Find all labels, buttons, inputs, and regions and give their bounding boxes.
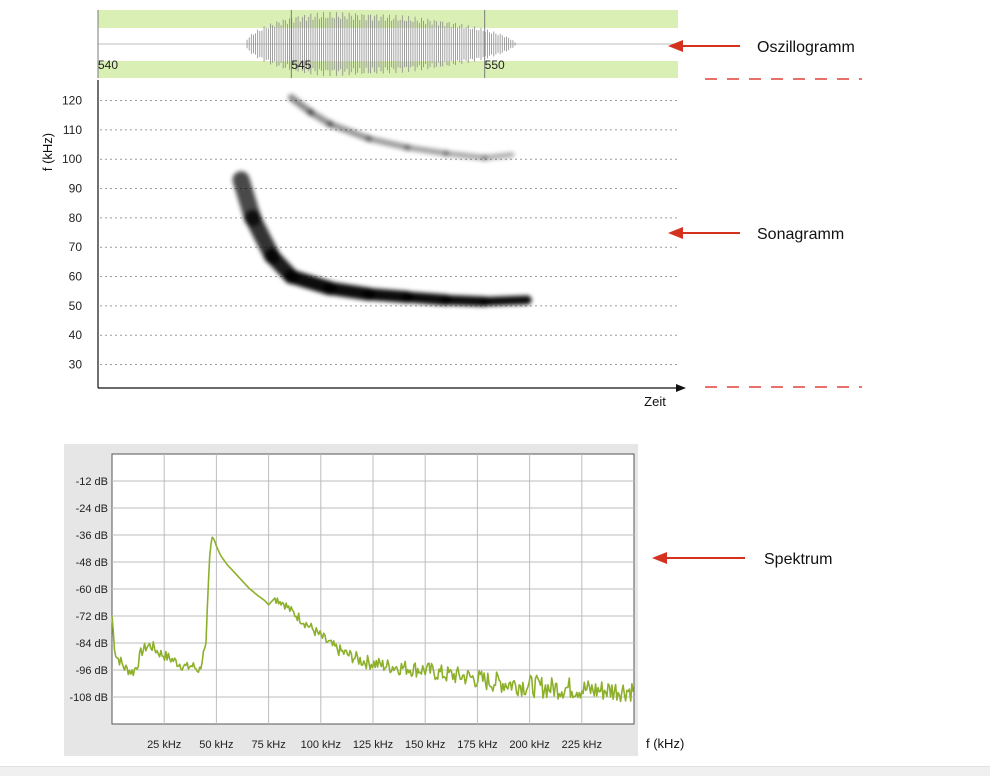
sonagram-y-tick-label: 110 xyxy=(63,123,82,137)
sonagram-trace-segment xyxy=(482,152,515,161)
oscillogram-band-bottom xyxy=(98,61,678,78)
sonagram-trace-segment xyxy=(401,291,452,306)
spectrum-y-tick-label: -24 dB xyxy=(76,503,108,515)
sonagram-y-tick-label: 30 xyxy=(69,358,83,372)
sonagram-trace-segment xyxy=(365,135,411,151)
spectrum-x-tick-label: 225 kHz xyxy=(562,739,602,751)
spectrum-x-tick-label: 50 kHz xyxy=(199,739,233,751)
sonagram-y-tick-label: 90 xyxy=(69,182,83,196)
spectrum-x-tick-label: 150 kHz xyxy=(405,739,445,751)
sonagram-traces xyxy=(232,94,532,307)
spectrum-y-tick-label: -108 dB xyxy=(69,692,108,704)
oscillogram-band-top xyxy=(98,10,678,28)
sonagram-y-tick-label: 120 xyxy=(62,94,82,108)
spectrum-y-tick-label: -36 dB xyxy=(76,530,108,542)
spectrum-line xyxy=(111,536,634,703)
sonagram-y-tick-label: 100 xyxy=(62,152,82,166)
sonagram-trace-segment xyxy=(480,295,532,306)
spectrum-y-tick-label: -96 dB xyxy=(76,665,108,677)
sonagram-trace-segment xyxy=(287,94,315,116)
spectrum-x-tick-label: 75 kHz xyxy=(251,739,285,751)
spectrum-y-tick-label: -60 dB xyxy=(76,584,108,596)
oscillogram-arrow-icon xyxy=(668,40,740,52)
oscillogram-panel: 540 545 550 xyxy=(97,10,678,78)
spectrum-x-axis-label: f (kHz) xyxy=(646,736,684,751)
sonagram-y-tick-label: 40 xyxy=(69,328,83,342)
sonagram-label: Sonagramm xyxy=(757,226,844,243)
spectrum-grid xyxy=(112,454,634,724)
spectrum-y-tick-label: -84 dB xyxy=(76,638,108,650)
spectrum-x-tick-label: 125 kHz xyxy=(353,739,393,751)
oscillogram-label: Oszillogramm xyxy=(757,39,855,56)
oscillogram-ticks: 540 545 550 xyxy=(97,10,505,78)
sonagram-y-tick-label: 50 xyxy=(69,299,83,313)
spectrum-y-ticks: -12 dB -24 dB -36 dB -48 dB -60 dB -72 dB -84 … xyxy=(69,476,108,704)
sonagram-arrow-icon xyxy=(668,227,740,239)
sonagram-trace-harmonic xyxy=(287,94,515,161)
spectrum-arrow-icon xyxy=(652,552,745,564)
sonagram-trace-segment xyxy=(443,150,488,161)
spectrum-y-tick-label: -12 dB xyxy=(76,476,108,488)
spectrum-x-ticks: 25 kHz 50 kHz 75 kHz 100 kHz 125 kHz 150 kHz 1… xyxy=(147,739,602,751)
sonagram-y-tick-label: 80 xyxy=(69,211,83,225)
sonagram-y-tick-label: 70 xyxy=(69,240,83,254)
sonagram-trace-fundamental xyxy=(232,171,532,307)
spectrum-y-tick-label: -48 dB xyxy=(76,557,108,569)
spectrum-x-tick-label: 175 kHz xyxy=(457,739,497,751)
spectrum-x-tick-label: 200 kHz xyxy=(509,739,549,751)
sonagram-panel: 30 40 50 60 70 80 90 100 110 120 f (kHz) Zeit xyxy=(40,80,686,409)
sonagram-trace-segment xyxy=(362,288,414,304)
oscillogram-waveform xyxy=(246,12,516,76)
oscillogram-tick-label: 540 xyxy=(98,58,118,72)
spectrum-x-tick-label: 100 kHz xyxy=(301,739,341,751)
bottom-strip xyxy=(0,766,990,776)
spectrum-x-tick-label: 25 kHz xyxy=(147,739,181,751)
sonagram-trace-segment xyxy=(284,269,337,296)
sonagram-trace-segment xyxy=(323,281,376,301)
sonagram-x-axis-label: Zeit xyxy=(644,394,666,409)
spectrum-y-tick-label: -72 dB xyxy=(76,611,108,623)
oscillogram-tick-label: 550 xyxy=(485,58,505,72)
sonagram-y-axis-label: f (kHz) xyxy=(40,133,55,171)
sonagram-y-ticks: 30 40 50 60 70 80 90 100 110 120 xyxy=(62,94,82,372)
sonagram-trace-segment xyxy=(326,120,372,142)
oscillogram-tick-label: 545 xyxy=(291,58,311,72)
annotations: Oszillogramm Sonagramm Spektrum xyxy=(652,39,862,568)
spectrum-panel: -12 dB -24 dB -36 dB -48 dB -60 dB -72 dB -84 … xyxy=(64,444,684,756)
sonagram-grid xyxy=(100,100,678,366)
sonagram-trace-segment xyxy=(404,144,449,157)
sonagram-trace-segment xyxy=(307,108,334,128)
spectrum-label: Spektrum xyxy=(764,551,832,568)
sonagram-trace-segment xyxy=(441,295,490,307)
sonagram-y-tick-label: 60 xyxy=(69,270,83,284)
sonagram-x-axis-arrowhead xyxy=(676,384,686,392)
